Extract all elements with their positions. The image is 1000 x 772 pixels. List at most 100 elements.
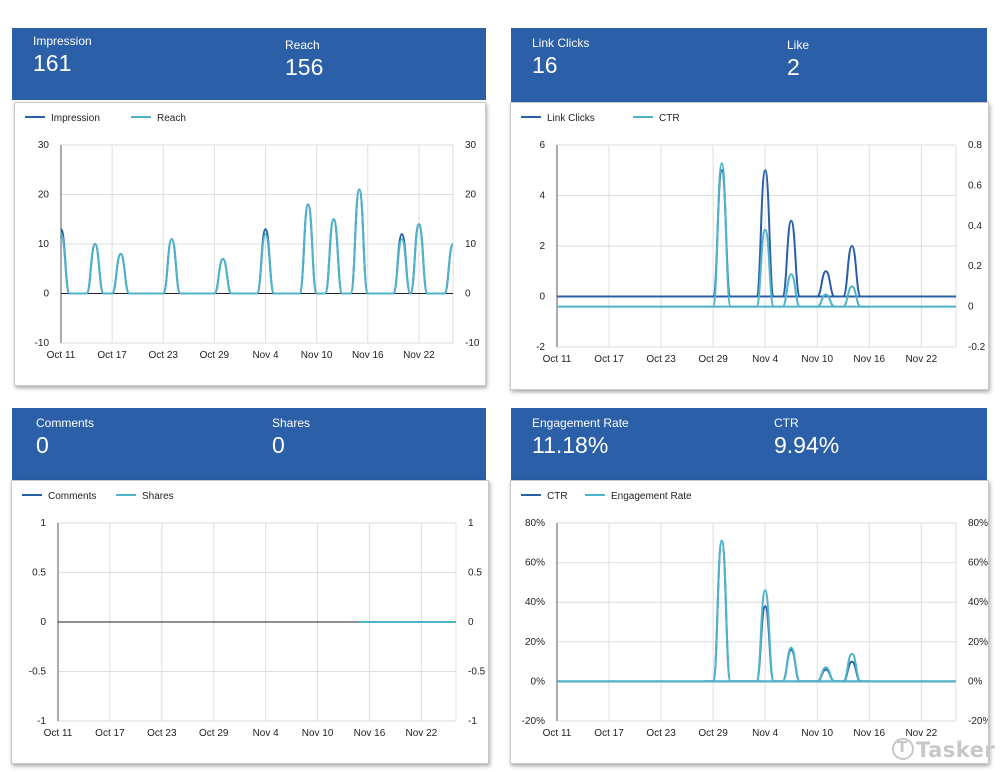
kpi-impression: Impression 161 — [33, 34, 92, 76]
kpi-value: 9.94% — [774, 432, 840, 458]
y2-tick-label: 0.2 — [968, 261, 982, 272]
x-tick-label: Nov 16 — [352, 350, 384, 361]
legend-label: CTR — [659, 113, 680, 124]
y-tick-label: 80% — [525, 518, 545, 529]
tasker-watermark-logo: Tasker — [892, 738, 995, 762]
y-tick-label: 60% — [525, 558, 545, 569]
kpi-header: Comments 0 Shares 0 — [12, 408, 486, 480]
y2-tick-label: 0% — [968, 676, 983, 687]
y-tick-label: 10 — [38, 239, 50, 250]
x-tick-label: Nov 4 — [253, 728, 280, 739]
kpi-reach: Reach 156 — [285, 38, 323, 80]
y-tick-label: 0.5 — [32, 568, 46, 579]
y2-tick-label: 0 — [968, 302, 974, 313]
y2-tick-label: 0.8 — [968, 140, 982, 151]
x-tick-label: Nov 22 — [905, 354, 937, 365]
series-line-engagement-rate — [704, 539, 870, 683]
kpi-value: 11.18% — [532, 432, 609, 458]
legend-label: Shares — [142, 491, 174, 502]
legend-label: Impression — [51, 113, 100, 124]
x-tick-label: Oct 17 — [97, 350, 127, 361]
y-tick-label: 0 — [539, 292, 545, 303]
x-tick-label: Oct 11 — [543, 728, 572, 739]
series-line-impression — [60, 188, 454, 295]
x-tick-label: Oct 23 — [149, 350, 179, 361]
legend-label: Engagement Rate — [611, 491, 692, 502]
x-tick-label: Oct 17 — [594, 728, 624, 739]
kpi-header: Engagement Rate 11.18% CTR 9.94% — [511, 408, 987, 480]
y2-tick-label: 60% — [968, 558, 988, 569]
y-tick-label: -1 — [37, 716, 46, 727]
legend-label: Link Clicks — [547, 113, 595, 124]
y2-tick-label: 80% — [968, 518, 988, 529]
y-tick-label: 30 — [38, 140, 50, 151]
x-tick-label: Nov 16 — [853, 354, 885, 365]
watermark-text: Tasker — [916, 738, 996, 762]
y2-tick-label: 30 — [465, 140, 477, 151]
x-tick-label: Nov 22 — [403, 350, 435, 361]
y-tick-label: 1 — [40, 518, 46, 529]
series-line-reach — [60, 188, 454, 295]
kpi-value: 161 — [33, 50, 72, 76]
y-tick-label: -20% — [522, 716, 545, 727]
kpi-label: Link Clicks — [532, 36, 590, 50]
legend-label: Reach — [157, 113, 186, 124]
x-tick-label: Oct 23 — [646, 728, 676, 739]
x-tick-label: Nov 22 — [905, 728, 937, 739]
kpi-engagement-rate: Engagement Rate 11.18% — [532, 416, 629, 458]
x-tick-label: Nov 10 — [801, 354, 833, 365]
y-tick-label: 6 — [539, 140, 545, 151]
legend-label: CTR — [547, 491, 568, 502]
x-tick-label: Oct 29 — [200, 350, 230, 361]
chart-card: Link Clicks CTR 6 4 2 0 -2 0.8 0.6 0.4 0.2 0 -0.2 Oct… — [510, 102, 989, 390]
y-tick-label: 0% — [531, 676, 546, 687]
x-tick-label: Nov 16 — [354, 728, 386, 739]
y2-tick-label: -1 — [468, 716, 477, 727]
x-tick-label: Oct 17 — [95, 728, 125, 739]
linkclicks-ctr-chart: Link Clicks CTR 6 4 2 0 -2 0.8 0.6 0.4 0.2 0 -0.2 Oct… — [521, 113, 986, 365]
chart-card: Comments Shares 1 0.5 0 -0.5 -1 1 0.5 0 -0.5 -1 Oct … — [11, 480, 489, 764]
series-line-ctr — [704, 162, 870, 308]
y-tick-label: 0 — [40, 617, 46, 628]
y2-tick-label: 20% — [968, 637, 988, 648]
kpi-ctr: CTR 9.94% — [774, 416, 839, 458]
y-tick-label: 20 — [38, 190, 50, 201]
y2-tick-label: 0.4 — [968, 221, 982, 232]
y2-tick-label: -0.5 — [468, 667, 486, 678]
kpi-label: Engagement Rate — [532, 416, 629, 430]
y2-tick-label: -10 — [465, 338, 480, 349]
kpi-value: 0 — [36, 432, 49, 458]
chart-card: Impression Reach 30 20 10 0 -10 30 20 10 0 -10 Oct 1… — [14, 102, 486, 386]
kpi-header: Impression 161 Reach 156 — [12, 28, 486, 100]
series-line-link-clicks — [704, 169, 870, 298]
kpi-comments: Comments 0 — [36, 416, 94, 458]
x-tick-label: Nov 4 — [752, 354, 779, 365]
comments-shares-chart: Comments Shares10.50-0.5-110.50-0.5-1Oct … — [22, 491, 486, 739]
x-tick-label: Oct 29 — [698, 354, 728, 365]
kpi-link-clicks: Link Clicks 16 — [532, 36, 589, 78]
y-tick-label: -10 — [35, 338, 50, 349]
kpi-label: Comments — [36, 416, 95, 430]
kpi-header: Link Clicks 16 Like 2 — [511, 28, 987, 102]
kpi-label: CTR — [774, 416, 799, 430]
y-tick-label: -0.5 — [29, 667, 47, 678]
x-tick-label: Nov 10 — [801, 728, 833, 739]
x-tick-label: Nov 16 — [853, 728, 885, 739]
kpi-label: Reach — [285, 38, 320, 52]
x-tick-label: Nov 4 — [752, 728, 779, 739]
y-tick-label: 20% — [525, 637, 545, 648]
y2-tick-label: 40% — [968, 597, 988, 608]
y-tick-label: -2 — [536, 342, 545, 353]
legend-label: Comments — [48, 491, 96, 502]
kpi-value: 2 — [787, 54, 800, 80]
y2-tick-label: 10 — [465, 239, 477, 250]
x-tick-label: Oct 11 — [47, 350, 76, 361]
y-tick-label: 4 — [539, 191, 545, 202]
x-tick-label: Oct 29 — [698, 728, 728, 739]
y2-tick-label: 0 — [465, 289, 471, 300]
x-tick-label: Oct 17 — [594, 354, 624, 365]
y-tick-label: 2 — [539, 241, 545, 252]
y2-tick-label: 20 — [465, 190, 477, 201]
x-tick-label: Nov 4 — [252, 350, 279, 361]
kpi-label: Shares — [272, 416, 311, 430]
